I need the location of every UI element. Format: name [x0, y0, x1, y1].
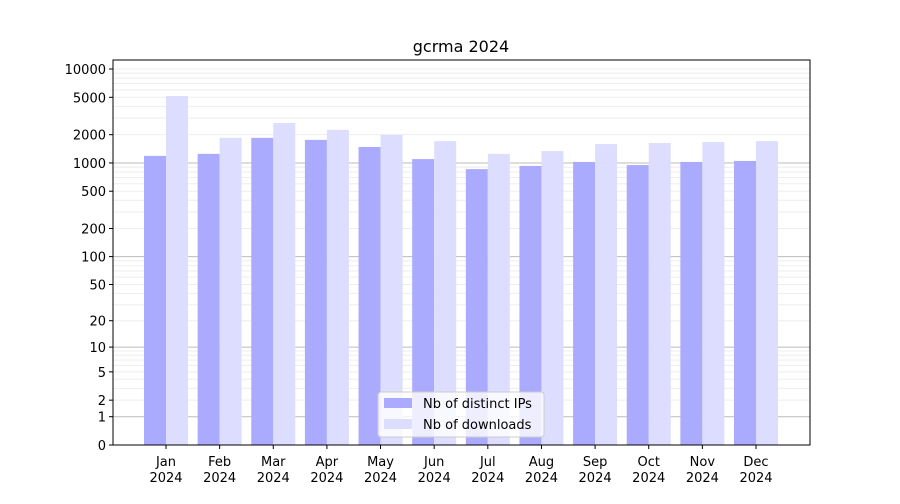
- x-tick-label: Sep 2024: [579, 455, 612, 486]
- bar-distinct-ips: [358, 146, 381, 445]
- bar-downloads: [273, 123, 296, 446]
- x-tick-label: Mar 2024: [257, 455, 290, 486]
- y-tick-label: 1: [98, 411, 106, 426]
- y-tick-label: 500: [81, 185, 106, 200]
- x-tick-label: Jun 2024: [418, 455, 451, 486]
- bar-downloads: [380, 134, 403, 445]
- bar-distinct-ips: [144, 155, 166, 445]
- bar-downloads: [756, 141, 778, 445]
- legend-label: Nb of distinct IPs: [423, 397, 532, 412]
- x-axis: Jan 2024 Feb 2024 Mar 2024 Apr 2024 May 2024 Jun 20…: [149, 445, 773, 486]
- bar-distinct-ips: [304, 139, 327, 445]
- bar-distinct-ips: [680, 161, 703, 445]
- bar-distinct-ips: [734, 160, 756, 445]
- y-tick-label: 100: [81, 251, 106, 266]
- bar-distinct-ips: [626, 165, 649, 445]
- y-tick-label: 10000: [65, 63, 106, 78]
- y-tick-label: 200: [81, 222, 106, 237]
- legend-label: Nb of downloads: [423, 418, 532, 433]
- x-tick-label: Oct 2024: [632, 455, 665, 486]
- bar-distinct-ips: [412, 159, 435, 445]
- y-tick-label: 50: [89, 278, 106, 293]
- bar-downloads: [326, 129, 349, 445]
- bar-distinct-ips: [573, 161, 596, 445]
- bar-downloads: [541, 151, 564, 445]
- y-tick-label: 20: [89, 315, 106, 330]
- bar-distinct-ips: [519, 165, 542, 445]
- x-tick-label: Jan 2024: [149, 455, 182, 486]
- legend-swatch: [384, 398, 412, 408]
- legend-box: [377, 391, 545, 438]
- chart-title: gcrma 2024: [413, 37, 509, 56]
- y-tick-label: 1000: [73, 157, 106, 172]
- bar-distinct-ips: [197, 153, 220, 445]
- y-tick-label: 5000: [73, 91, 106, 106]
- bar-downloads: [487, 153, 510, 445]
- x-tick-label: Dec 2024: [739, 455, 772, 486]
- y-axis: 0 1 2 5 10 20 50 100 200 500 1000 2000 5000 10000: [65, 63, 113, 454]
- x-tick-label: May 2024: [364, 455, 397, 486]
- legend-swatch: [384, 419, 412, 429]
- y-tick-label: 2: [98, 394, 106, 409]
- y-tick-label: 10: [89, 341, 106, 356]
- x-tick-label: Feb 2024: [203, 455, 236, 486]
- bar-downloads: [595, 144, 618, 445]
- bar-downloads: [219, 137, 242, 445]
- bar-distinct-ips: [251, 137, 274, 445]
- bar-downloads: [434, 141, 457, 445]
- y-tick-label: 0: [98, 439, 106, 454]
- x-tick-label: Aug 2024: [525, 455, 558, 486]
- y-tick-label: 5: [98, 366, 106, 381]
- bar-downloads: [648, 143, 671, 445]
- bars: [144, 96, 778, 446]
- legend: Nb of distinct IPs Nb of downloads: [377, 391, 545, 438]
- y-tick-label: 2000: [73, 129, 106, 144]
- bar-downloads: [702, 142, 725, 445]
- x-tick-label: Jul 2024: [471, 455, 504, 486]
- bar-distinct-ips: [465, 169, 488, 445]
- x-tick-label: Nov 2024: [686, 455, 719, 486]
- bar-downloads: [166, 96, 188, 445]
- plot-frame: [112, 59, 811, 446]
- x-tick-label: Apr 2024: [310, 455, 343, 486]
